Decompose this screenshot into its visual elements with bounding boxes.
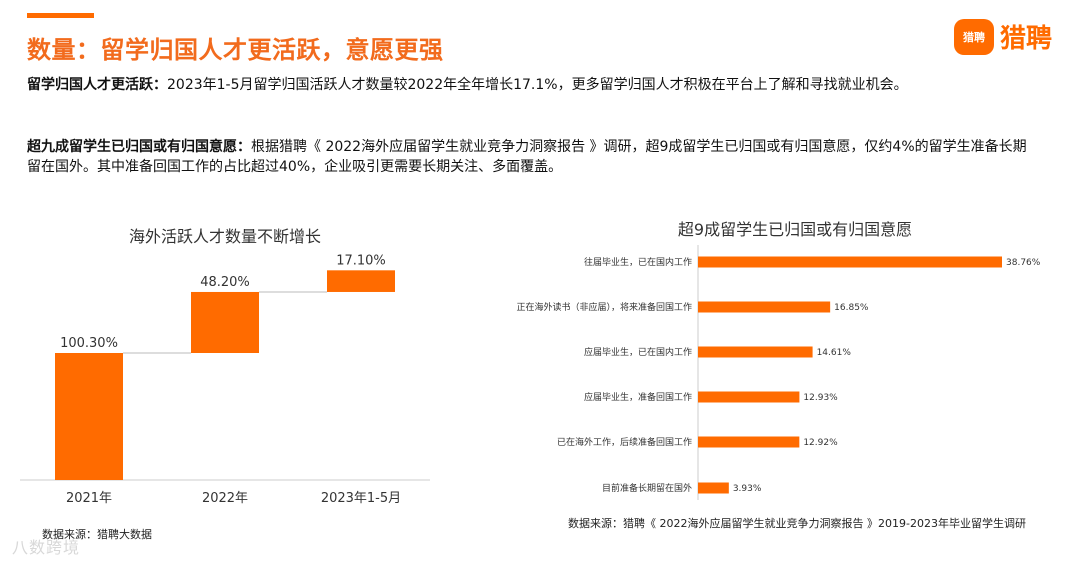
paragraph-1-heading: 留学归国人才更活跃： (27, 77, 167, 93)
hbar-bar (698, 301, 831, 313)
waterfall-category-label: 2021年 (66, 491, 112, 506)
hbar-category-label: 目前准备长期留在国外 (602, 482, 692, 494)
watermark-text: 八数跨境 (12, 538, 81, 557)
hbar-value-label: 12.93% (803, 393, 838, 403)
waterfall-value-label: 17.10% (336, 253, 386, 268)
hbar-value-label: 14.61% (817, 348, 852, 358)
hbar-category-label: 往届毕业生，已在国内工作 (584, 256, 692, 268)
hbar-source: 数据来源：猎聘《 2022海外应届留学生就业竞争力洞察报告 》2019-2023… (568, 517, 1026, 530)
hbar-value-label: 38.76% (1006, 258, 1041, 268)
hbar-value-label: 3.93% (733, 484, 762, 494)
logo-badge-icon: 猎聘 (954, 18, 994, 55)
hbar-category-label: 应届毕业生，准备回国工作 (584, 391, 692, 403)
brand-logo: 猎聘 猎聘 (954, 18, 1052, 55)
hbar-value-label: 16.85% (834, 303, 869, 313)
title-accent-line (27, 13, 94, 18)
waterfall-chart-title: 海外活跃人才数量不断增长 (128, 227, 321, 246)
logo-text: 猎聘 (1000, 24, 1053, 54)
paragraph-2-heading: 超九成留学生已归国或有归国意愿： (27, 139, 251, 155)
paragraph-returnee-activity: 留学归国人才更活跃：2023年1-5月留学归国活跃人才数量较2022年全年增长1… (27, 75, 1027, 95)
hbar-bar (698, 436, 800, 448)
paragraph-return-intention: 超九成留学生已归国或有归国意愿：根据猎聘《 2022海外应届留学生就业竞争力洞察… (27, 137, 1027, 177)
waterfall-bar (191, 291, 259, 353)
hbar-bar (698, 346, 813, 358)
waterfall-value-label: 48.20% (200, 275, 250, 290)
waterfall-value-label: 100.30% (60, 336, 118, 351)
waterfall-category-label: 2022年 (202, 491, 248, 506)
waterfall-bar (327, 270, 395, 292)
hbar-category-label: 应届毕业生，已在国内工作 (584, 346, 692, 358)
hbar-bar (698, 482, 729, 494)
hbar-bar (698, 391, 800, 403)
hbar-chart-title: 超9成留学生已归国或有归国意愿 (677, 220, 913, 239)
waterfall-bar (55, 353, 123, 480)
hbar-category-label: 已在海外工作，后续准备回国工作 (557, 436, 692, 448)
paragraph-2-body: 根据猎聘《 2022海外应届留学生就业竞争力洞察报告 》调研，超9成留学生已归国… (27, 139, 1027, 175)
hbar-bar (698, 256, 1002, 268)
paragraph-1-body: 2023年1-5月留学归国活跃人才数量较2022年全年增长17.1%，更多留学归… (167, 77, 908, 93)
waterfall-category-label: 2023年1-5月 (321, 491, 401, 506)
waterfall-source: 数据来源：猎聘大数据 (42, 528, 152, 541)
hbar-value-label: 12.92% (803, 438, 838, 448)
hbar-category-label: 正在海外读书（非应届），将来准备回国工作 (516, 301, 692, 313)
page-title: 数量：留学归国人才更活跃，意愿更强 (27, 36, 444, 64)
